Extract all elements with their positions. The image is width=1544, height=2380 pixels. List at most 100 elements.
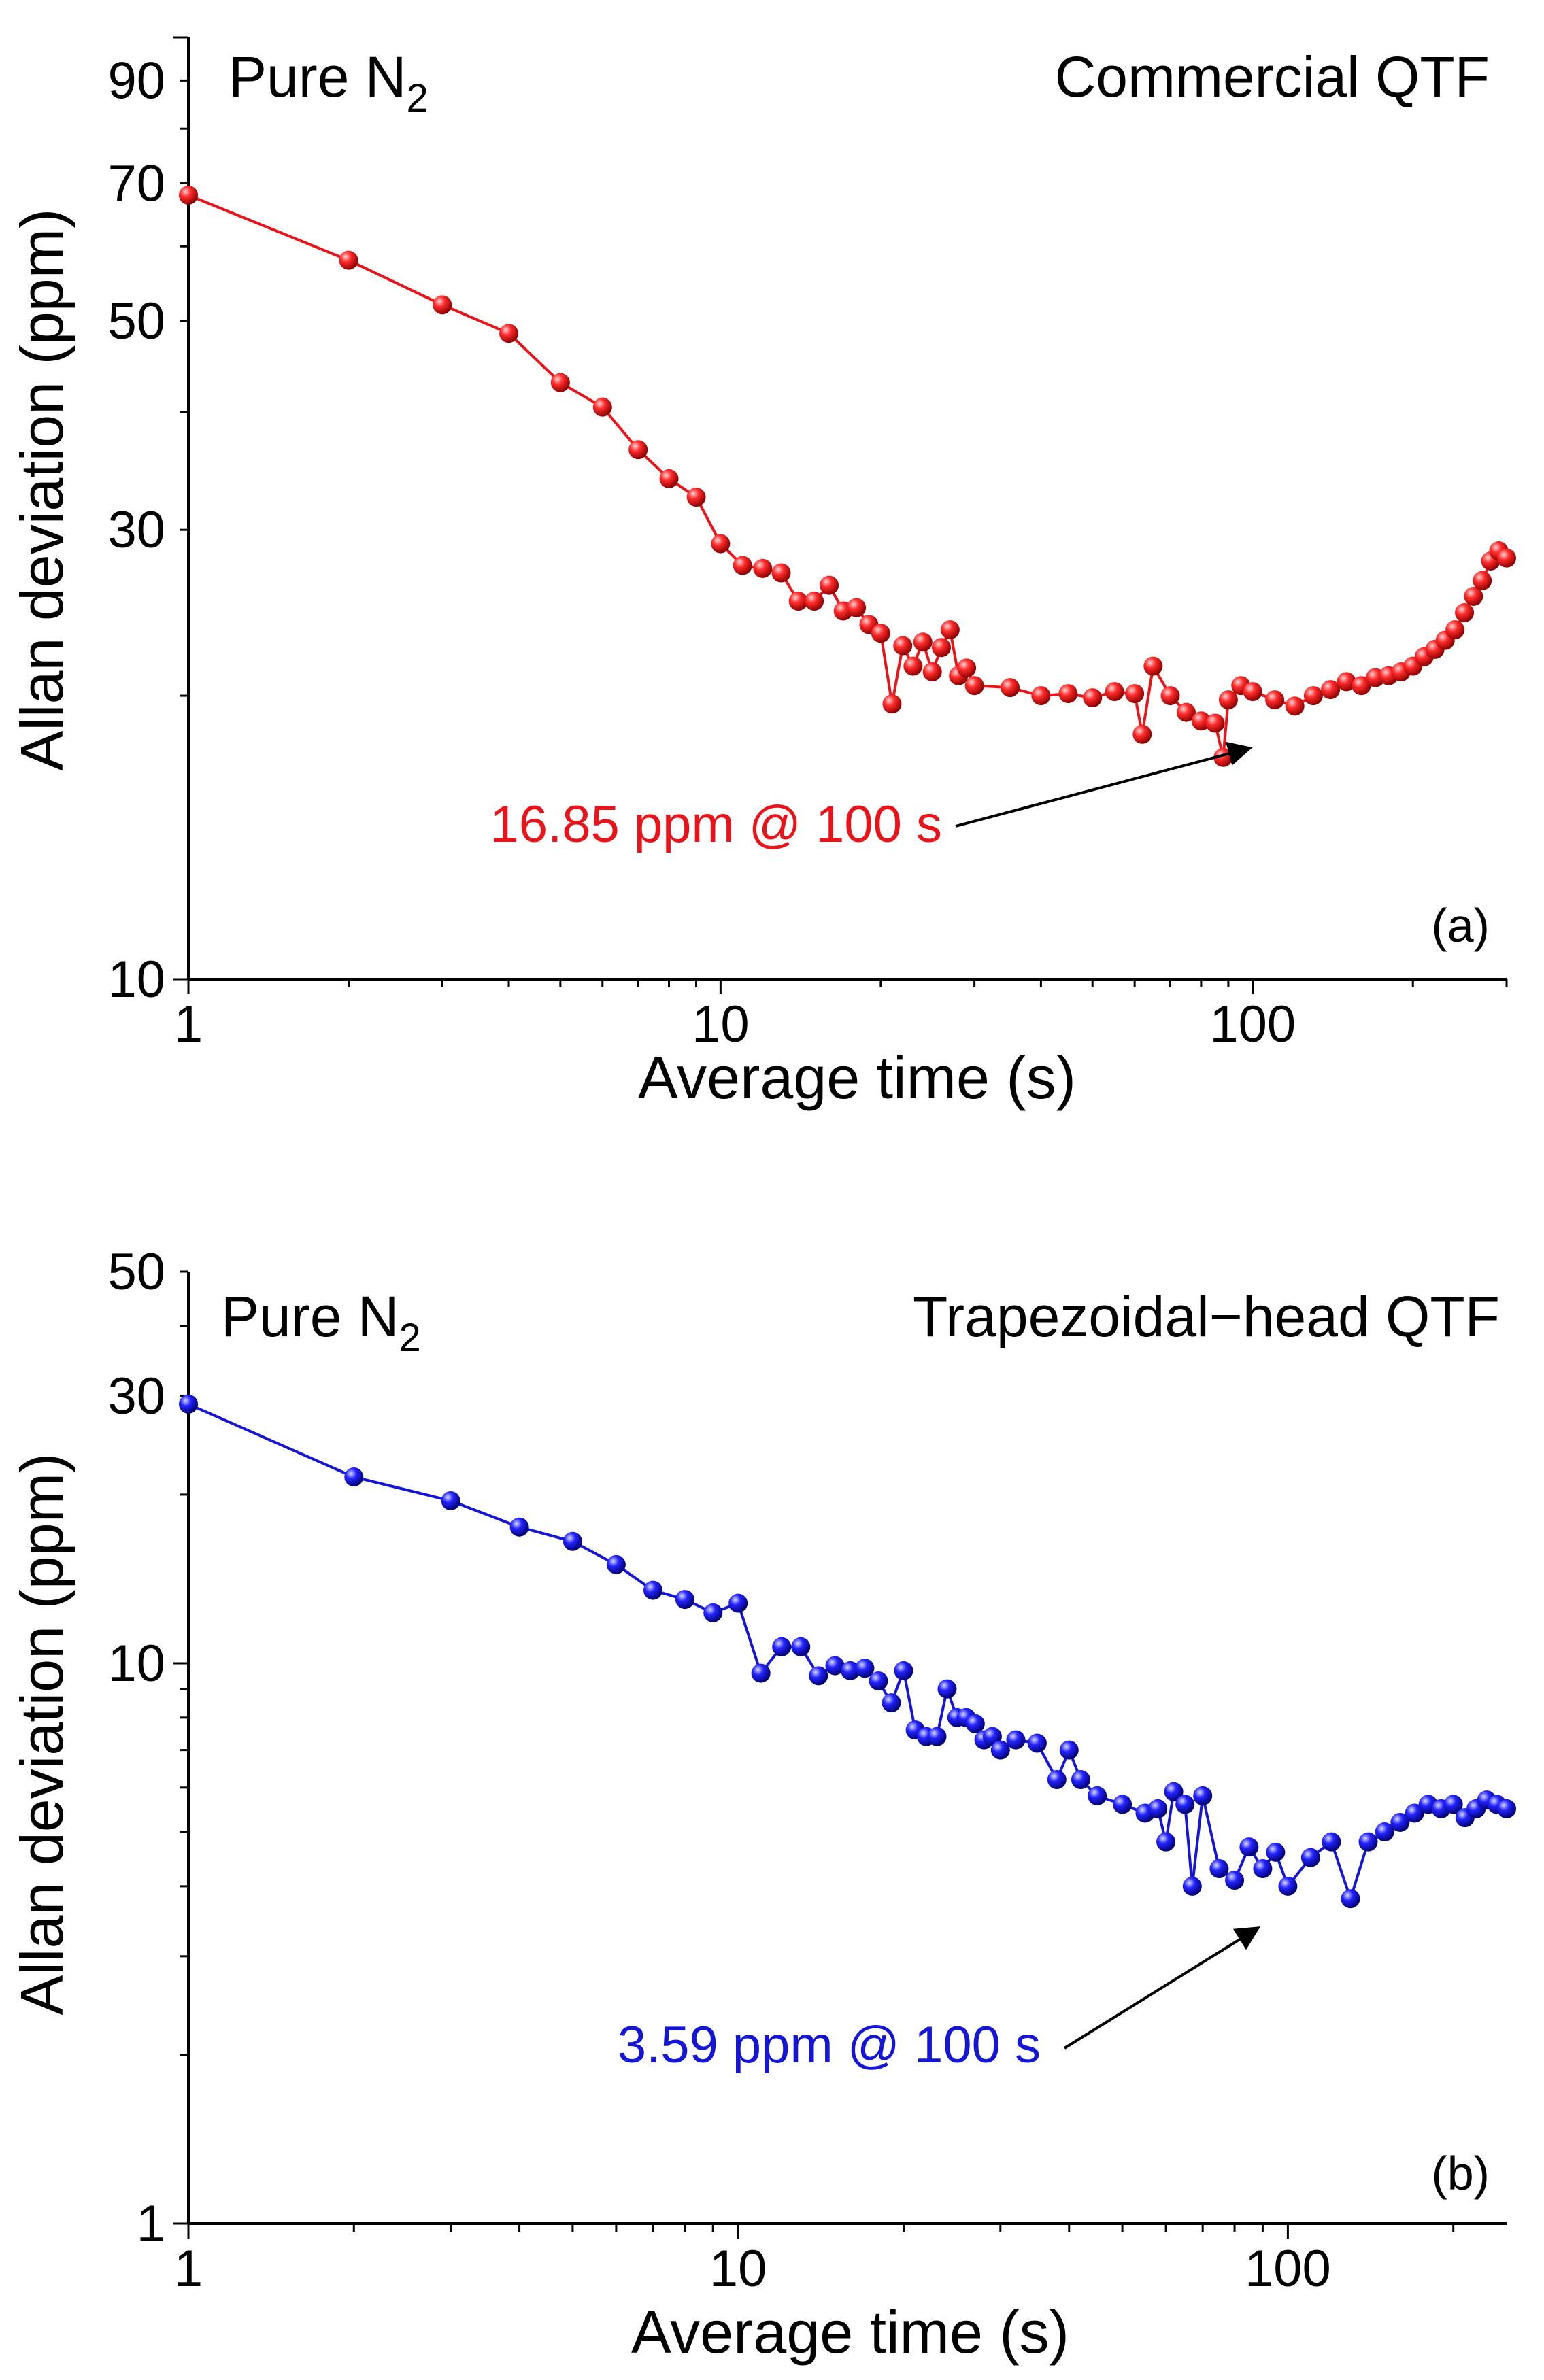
panel-b-plot: 1 10 100 1 10 30 50: [107, 1243, 1516, 2298]
panel-a-data-point: [1001, 678, 1020, 698]
panel-b-y-tick-label: 50: [107, 1243, 165, 1301]
panel-b-data-point: [1193, 1786, 1213, 1805]
panel-b-data-point: [1113, 1795, 1132, 1814]
panel-b-data-point: [1156, 1832, 1176, 1852]
panel-a-device-label: Commercial QTF: [1055, 45, 1490, 109]
panel-b-data-point: [1253, 1859, 1273, 1879]
panel-a-data-point: [628, 440, 648, 460]
panel-b-data-point: [1278, 1876, 1298, 1896]
panel-a-data-point: [820, 575, 839, 595]
panel-a-data-point: [1455, 603, 1475, 623]
panel-b-gas-subscript: 2: [399, 1316, 420, 1360]
panel-a-data-point: [433, 295, 452, 315]
panel-a-data-point: [964, 676, 984, 696]
panel-b-data-point: [1497, 1799, 1516, 1818]
panel-a-data-point: [1473, 571, 1492, 590]
panel-a-data-point: [550, 373, 570, 392]
panel-a-x-tick-label: 10: [692, 996, 750, 1053]
panel-b-data-point: [1148, 1799, 1168, 1818]
panel-b-data-point: [772, 1637, 792, 1656]
panel-b-data-point: [1182, 1876, 1202, 1896]
panel-b-data-point: [1390, 1812, 1410, 1832]
panel-a-y-tick-label: 30: [107, 501, 165, 559]
panel-b-annotation: 3.59 ppm @ 100 s: [618, 2016, 1041, 2074]
panel-a-data-point: [903, 656, 923, 676]
panel-b-data-point: [882, 1693, 901, 1713]
panel-a-data-point: [1218, 690, 1238, 710]
panel-a-tag: (a): [1431, 899, 1490, 952]
panel-a-data-point: [932, 638, 952, 658]
panel-a-data-point: [913, 632, 933, 652]
panel-a-data-point: [940, 620, 960, 640]
panel-a-data-point: [1132, 724, 1152, 744]
panel-a-data-point: [1352, 676, 1371, 696]
panel-a-annotation: 16.85 ppm @ 100 s: [490, 796, 942, 853]
panel-b-device-label: Trapezoidal−head QTF: [913, 1285, 1500, 1348]
panel-a-x-tick-label: 1: [174, 996, 203, 1053]
panel-a-data-point: [1160, 686, 1180, 706]
panel-b-data-point: [1164, 1782, 1184, 1801]
panel-a-y-tick-label: 50: [107, 292, 165, 350]
panel-a-data-point: [1031, 686, 1051, 706]
panel-b-data-point: [1266, 1842, 1286, 1862]
panel-b-data-point: [841, 1661, 860, 1680]
panel-b: 1 10 100 1 10 30 50 Pure N2 Trapezoidal−head Q…: [8, 1243, 1516, 2366]
panel-b-data-point: [1375, 1822, 1394, 1842]
panel-b-data-point: [1341, 1889, 1360, 1909]
panel-b-data-point: [1405, 1803, 1424, 1823]
panel-b-data-point: [1059, 1740, 1079, 1760]
panel-a-x-axis-title: Average time (s): [638, 1044, 1076, 1111]
panel-b-data-point: [791, 1637, 811, 1656]
panel-b-data-point: [855, 1659, 875, 1678]
panel-b-data-point: [965, 1714, 985, 1733]
panel-a-x-tick-label: 100: [1209, 996, 1296, 1053]
panel-b-y-tick-label: 30: [107, 1367, 165, 1425]
panel-a-y-tick-label: 90: [107, 52, 165, 109]
panel-b-data-point: [509, 1517, 529, 1537]
panel-a-y-axis-title: Allan deviation (ppm): [8, 209, 75, 771]
panel-b-data-point: [809, 1666, 828, 1686]
panel-b-data-point: [825, 1656, 845, 1676]
panel-a-data-point: [771, 563, 791, 583]
panel-b-data-point: [1047, 1770, 1067, 1790]
panel-a-data-point: [686, 488, 706, 507]
panel-b-x-tick-label: 100: [1245, 2240, 1331, 2298]
panel-a-series-line: [188, 194, 1508, 759]
panel-a-data-point: [871, 624, 890, 643]
panel-b-gas-label: Pure N2: [221, 1285, 421, 1360]
panel-a-data-point: [1464, 586, 1483, 606]
panel-a-data-point: [1445, 620, 1465, 640]
panel-a-data-point: [1243, 682, 1262, 702]
panel-a-data-point: [179, 185, 198, 205]
panel-a-data-point: [1265, 690, 1285, 710]
panel-a-data-point: [1105, 682, 1124, 702]
panel-a-data-point: [1083, 688, 1103, 708]
panel-a-data-point: [788, 592, 808, 611]
panel-b-x-tick-label: 1: [174, 2240, 203, 2298]
panel-a-data-point: [1205, 713, 1225, 733]
panel-a-gas-label: Pure N2: [229, 45, 429, 120]
panel-a-data-point: [711, 534, 731, 554]
panel-b-data-point: [1175, 1795, 1195, 1814]
panel-b-data-point: [1071, 1770, 1090, 1790]
panel-b-data-point: [1300, 1848, 1320, 1867]
panel-a-data-point: [847, 598, 867, 617]
panel-a-data-point: [659, 469, 679, 488]
panel-b-data-point: [1006, 1730, 1026, 1750]
panel-b-data-point: [344, 1467, 364, 1487]
panel-a-data-point: [1337, 672, 1356, 692]
panel-b-x-tick-label: 10: [709, 2240, 767, 2298]
panel-a-data-point: [1303, 686, 1323, 706]
panel-b-x-axis-title: Average time (s): [631, 2298, 1069, 2366]
panel-b-data-point: [1209, 1859, 1229, 1879]
panel-b-annotation-arrow: [1063, 1926, 1261, 2050]
panel-b-data-point: [643, 1580, 663, 1600]
panel-b-y-tick-label: 10: [107, 1635, 165, 1693]
panel-b-data-point: [1088, 1786, 1107, 1805]
panel-a-y-tick-label: 10: [107, 951, 165, 1008]
panel-b-tag: (b): [1431, 2147, 1490, 2200]
panel-a-data-point: [1176, 702, 1196, 722]
